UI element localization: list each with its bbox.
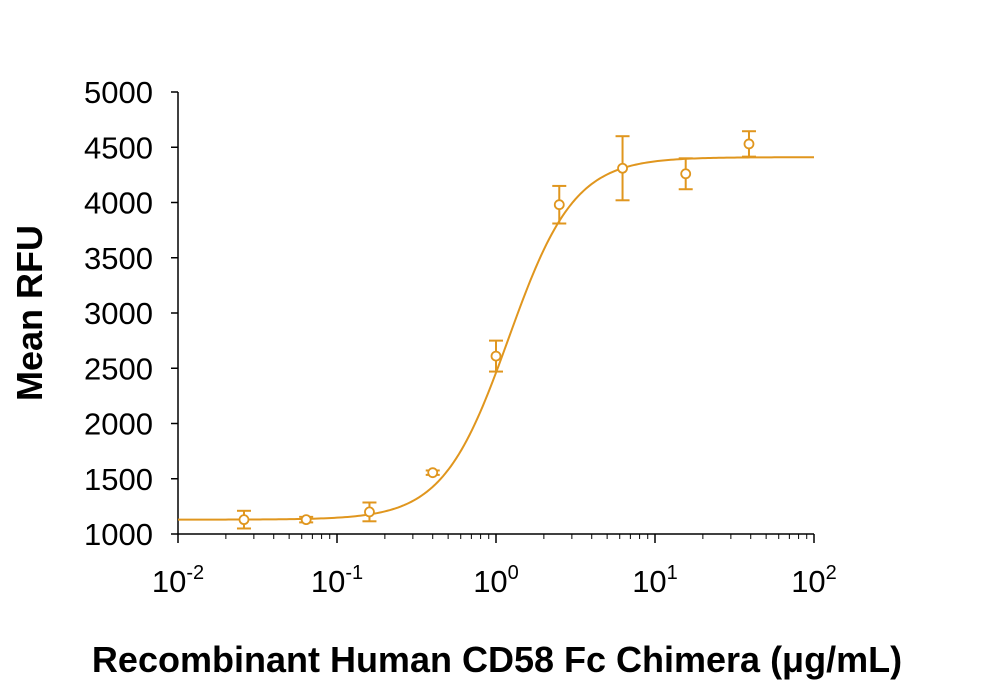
data-marker <box>238 514 250 526</box>
x-tick-base: 10 <box>152 564 186 599</box>
y-tick-label: 4000 <box>84 186 153 221</box>
x-tick-label: 10-2 <box>152 562 204 599</box>
data-point <box>678 157 693 191</box>
data-point <box>489 339 503 373</box>
y-tick-label: 3500 <box>84 241 153 276</box>
data-point <box>425 467 440 479</box>
x-tick-exponent: 0 <box>508 562 519 584</box>
data-point <box>299 514 314 526</box>
data-points-group <box>236 130 756 530</box>
y-tick-label: 1500 <box>84 462 153 497</box>
axes <box>171 91 815 543</box>
x-tick-exponent: 1 <box>667 562 678 584</box>
data-point <box>362 501 377 523</box>
x-tick-exponent: -2 <box>186 562 204 584</box>
y-tick-label: 1000 <box>84 517 153 552</box>
data-marker <box>743 138 755 150</box>
x-tick-exponent: 2 <box>826 562 837 584</box>
x-tick-label: 100 <box>473 562 519 599</box>
data-marker <box>553 199 565 211</box>
data-marker <box>680 168 692 180</box>
data-marker <box>617 162 628 174</box>
data-point <box>741 130 756 158</box>
tick-labels-group: 10001500200025003000350040004500500010-2… <box>84 75 837 599</box>
x-tick-label: 101 <box>632 562 678 599</box>
data-point <box>552 184 567 225</box>
x-tick-label: 10-1 <box>311 562 363 599</box>
y-tick-label: 2000 <box>84 407 153 442</box>
fit-curve <box>178 156 814 521</box>
x-tick-base: 10 <box>311 564 345 599</box>
data-point <box>615 135 630 202</box>
y-tick-label: 5000 <box>84 75 153 110</box>
x-tick-base: 10 <box>473 564 507 599</box>
x-tick-exponent: -1 <box>345 562 363 584</box>
y-tick-label: 4500 <box>84 130 153 165</box>
data-marker <box>300 514 312 526</box>
y-tick-label: 2500 <box>84 351 153 386</box>
y-axis-title: Mean RFU <box>9 225 50 401</box>
data-marker <box>364 506 375 518</box>
y-tick-label: 3000 <box>84 296 153 331</box>
x-tick-base: 10 <box>632 564 666 599</box>
x-tick-label: 102 <box>791 562 837 599</box>
data-marker <box>490 350 502 362</box>
x-tick-base: 10 <box>791 564 825 599</box>
x-axis-title: Recombinant Human CD58 Fc Chimera (μg/mL… <box>92 639 902 680</box>
data-point <box>236 509 251 530</box>
data-marker <box>427 467 439 479</box>
fit-curve-group <box>178 156 814 521</box>
